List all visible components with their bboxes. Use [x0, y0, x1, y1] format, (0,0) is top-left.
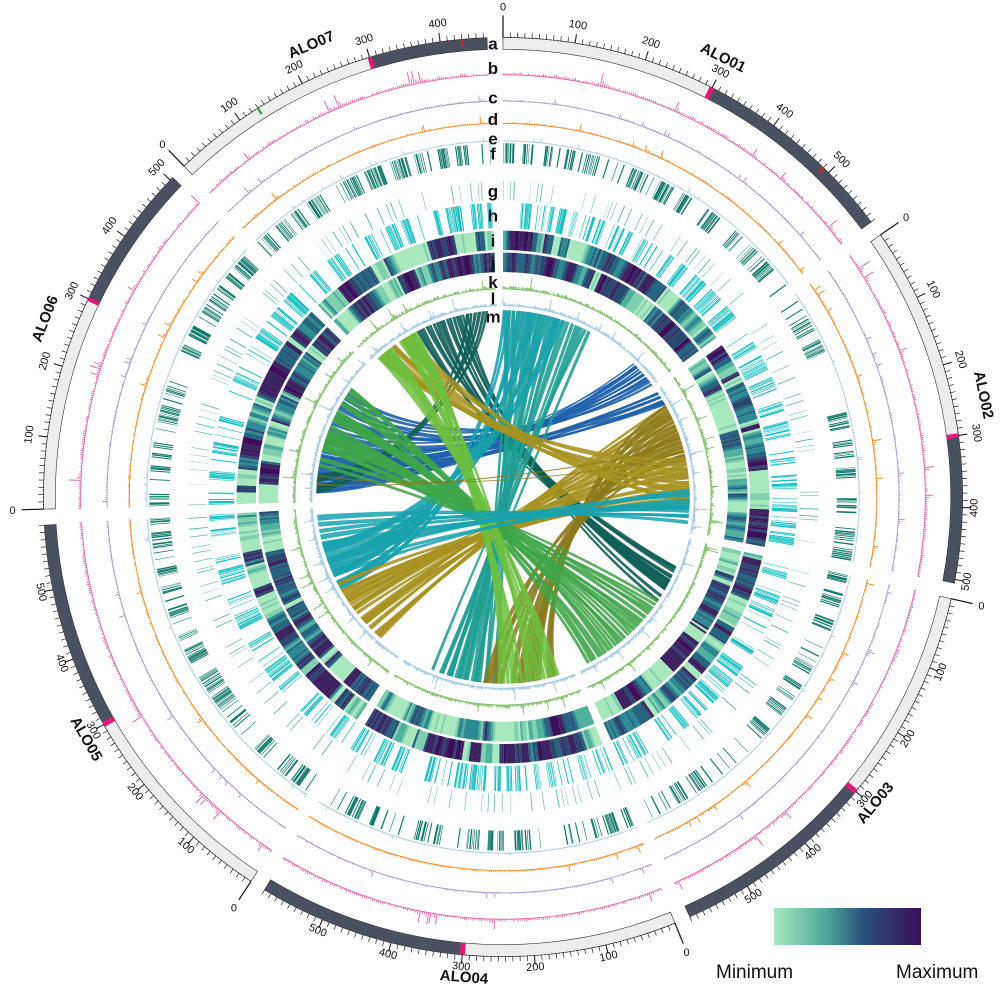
svg-text:i: i: [491, 231, 496, 250]
svg-text:300: 300: [969, 423, 983, 443]
svg-text:d: d: [488, 110, 498, 129]
svg-text:f: f: [490, 144, 496, 163]
svg-text:100: 100: [22, 425, 36, 445]
svg-text:0: 0: [231, 902, 237, 914]
svg-text:Minimum: Minimum: [716, 962, 793, 983]
svg-text:j: j: [490, 253, 496, 272]
svg-text:0: 0: [500, 1, 506, 13]
svg-text:0: 0: [978, 601, 984, 613]
svg-text:0: 0: [903, 212, 909, 224]
svg-text:a: a: [488, 34, 498, 53]
svg-text:400: 400: [428, 17, 448, 31]
svg-text:l: l: [491, 290, 496, 309]
svg-text:200: 200: [526, 961, 545, 974]
svg-text:b: b: [488, 59, 498, 78]
svg-text:m: m: [485, 308, 500, 327]
svg-text:Maximum: Maximum: [896, 962, 978, 983]
svg-text:400: 400: [968, 499, 980, 518]
svg-text:g: g: [488, 182, 498, 201]
svg-text:c: c: [488, 89, 497, 108]
svg-text:0: 0: [10, 505, 16, 517]
svg-text:0: 0: [159, 139, 165, 151]
svg-text:h: h: [488, 206, 498, 225]
svg-text:0: 0: [684, 947, 690, 959]
